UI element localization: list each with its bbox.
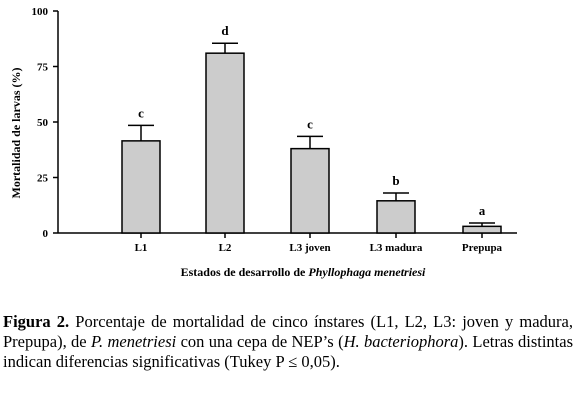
x-tick-label: Prepupa	[462, 242, 503, 254]
bar	[121, 140, 161, 234]
significance-letter: c	[138, 105, 144, 120]
y-ticks: 0 25 50 75 100	[32, 6, 58, 240]
significance-letter: b	[392, 173, 399, 188]
bar	[376, 200, 416, 234]
caption-species-1: P. menetriesi	[91, 332, 177, 351]
y-axis-title: Mortalidad de larvas (%)	[9, 68, 23, 199]
y-tick-label: 100	[32, 6, 49, 18]
significance-letter: c	[307, 116, 313, 131]
x-tick-label: L3 madura	[370, 242, 423, 254]
bars: c d c b a	[121, 23, 502, 234]
figure-caption: Figura 2. Porcentaje de mortalidad de ci…	[3, 312, 573, 372]
caption-text-1: Porcentaje de mortalidad de cinco ínstar…	[3, 312, 573, 351]
x-axis-title-species: Phyllophaga menetriesi	[308, 265, 426, 279]
caption-text-2: con una cepa de NEP’s (	[176, 332, 344, 351]
significance-letter: a	[479, 203, 486, 218]
caption-text-3: ). Letras distintas indican diferencias …	[3, 332, 573, 371]
x-axis-title: Estados de desarrollo de Phyllophaga men…	[181, 265, 426, 279]
bar-chart: 0 25 50 75 100 c d c b a L1 L2 L3 joven L3 madura Pr…	[9, 6, 517, 279]
y-tick-label: 75	[37, 62, 49, 74]
x-ticks: L1 L2 L3 joven L3 madura Prepupa	[135, 233, 503, 254]
x-tick-label: L3 joven	[289, 242, 330, 254]
x-tick-label: L2	[219, 242, 232, 254]
bar	[205, 52, 245, 234]
x-tick-label: L1	[135, 242, 148, 254]
y-tick-label: 25	[37, 173, 49, 185]
bar	[462, 225, 502, 234]
significance-letter: d	[221, 23, 229, 38]
caption-label: Figura 2.	[3, 312, 70, 331]
caption-species-2: H. bacteriophora	[343, 332, 459, 351]
y-tick-label: 0	[43, 228, 49, 240]
y-tick-label: 50	[37, 117, 49, 129]
x-axis-title-prefix: Estados de desarrollo de	[181, 265, 309, 279]
bar	[290, 147, 330, 234]
